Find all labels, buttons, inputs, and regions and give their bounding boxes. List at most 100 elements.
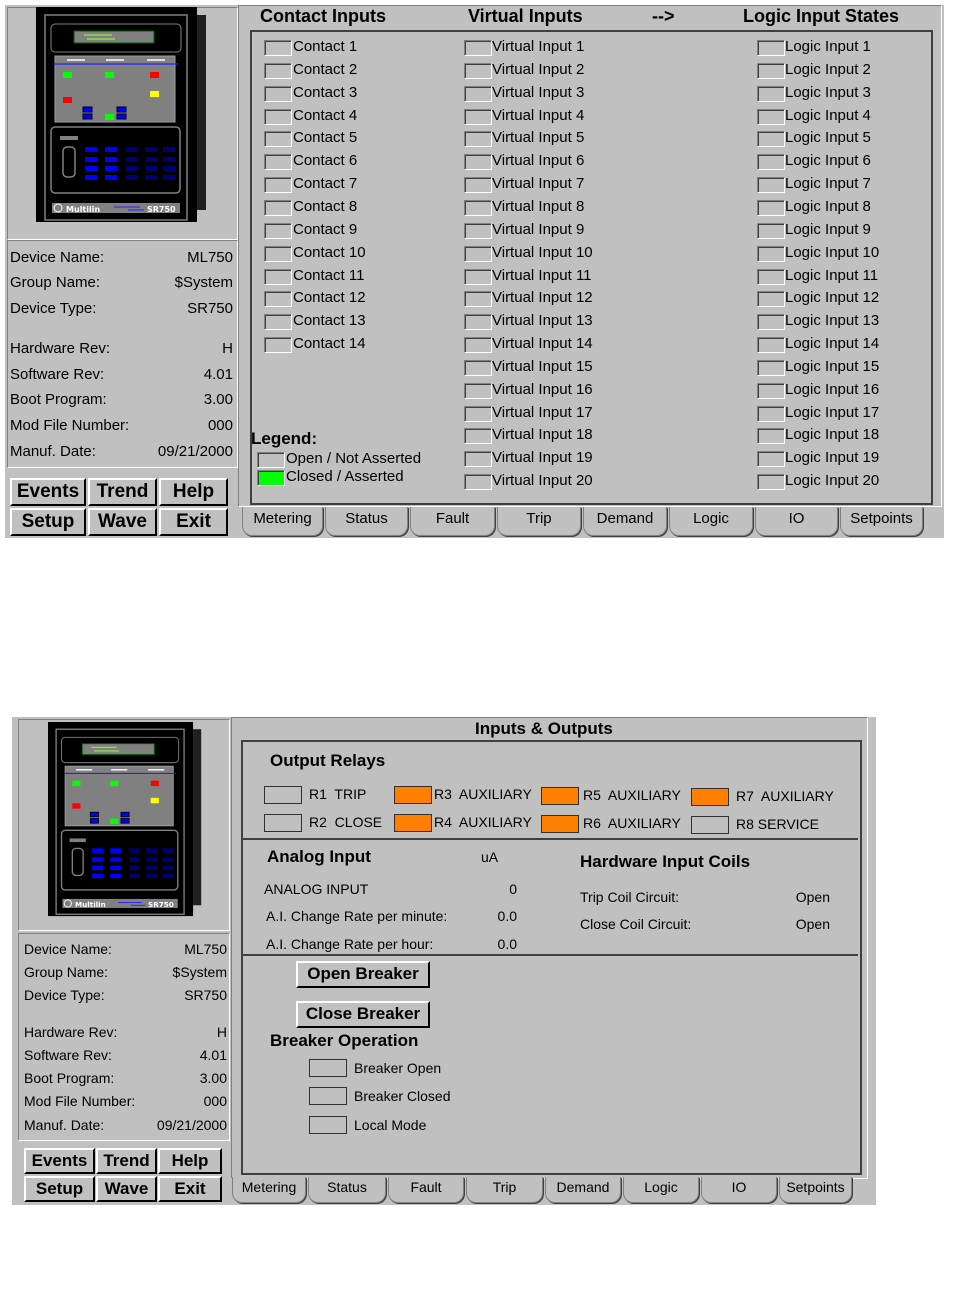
- help-button[interactable]: Help: [159, 478, 228, 506]
- contact-input-label: Contact 7: [293, 175, 358, 192]
- device-info-label: Device Type:: [24, 987, 105, 1003]
- tab-setpoints[interactable]: Setpoints: [840, 507, 923, 536]
- contact-input-indicator: [264, 200, 292, 216]
- svg-text:SR750: SR750: [147, 205, 176, 214]
- relay-indicator: [264, 814, 302, 832]
- contact-input-indicator: [264, 86, 292, 102]
- trend-button[interactable]: Trend: [88, 478, 157, 506]
- device-info-label: Mod File Number:: [24, 1093, 136, 1109]
- contact-input-label: Contact 3: [293, 84, 358, 101]
- contact-input-label: Contact 10: [293, 244, 366, 261]
- logic-input-label: Logic Input 19: [785, 449, 880, 466]
- tab-demand[interactable]: Demand: [583, 507, 667, 536]
- logic-input-indicator: [757, 86, 785, 102]
- device-info-label: Software Rev:: [10, 366, 105, 383]
- device-info-value: 3.00: [203, 391, 233, 408]
- tab-metering[interactable]: Metering: [242, 507, 323, 536]
- wave-button[interactable]: Wave: [88, 508, 157, 536]
- legend-open-swatch: [257, 452, 285, 468]
- logic-input-label: Logic Input 11: [785, 267, 879, 284]
- logic-input-indicator: [757, 131, 785, 147]
- device-info-value: 3.00: [199, 1070, 227, 1086]
- virtual-input-indicator: [464, 109, 492, 125]
- tab-trip[interactable]: Trip: [497, 507, 581, 536]
- contact-input-indicator: [264, 63, 292, 79]
- relay-indicator: [541, 787, 579, 805]
- tab-status[interactable]: Status: [308, 1177, 386, 1203]
- coil-row-value: Open: [795, 916, 830, 932]
- contact-input-indicator: [264, 154, 292, 170]
- logic-input-indicator: [757, 291, 785, 307]
- tab-metering[interactable]: Metering: [232, 1177, 306, 1203]
- exit-button[interactable]: Exit: [158, 1176, 222, 1202]
- device-info-panel: [18, 933, 230, 1141]
- device-info-value: ML750: [187, 249, 233, 266]
- tab-trip[interactable]: Trip: [466, 1177, 543, 1203]
- tab-logic[interactable]: Logic: [669, 507, 753, 536]
- analog-row-value: 0.0: [497, 908, 517, 924]
- trend-button[interactable]: Trend: [96, 1148, 157, 1174]
- contact-input-label: Contact 6: [293, 152, 358, 169]
- relay-indicator: [541, 815, 579, 833]
- logic-input-indicator: [757, 154, 785, 170]
- setup-button[interactable]: Setup: [10, 508, 86, 536]
- device-info-label: Hardware Rev:: [10, 340, 111, 357]
- logic-input-label: Logic Input 20: [785, 472, 880, 489]
- logic-input-indicator: [757, 474, 785, 490]
- coil-row-value: Open: [795, 889, 830, 905]
- tab-logic[interactable]: Logic: [623, 1177, 699, 1203]
- logic-input-indicator: [757, 451, 785, 467]
- logic-input-indicator: [757, 223, 785, 239]
- logic-input-label: Logic Input 10: [785, 244, 880, 261]
- logic-input-indicator: [757, 428, 785, 444]
- virtual-input-label: Virtual Input 2: [492, 61, 585, 78]
- breaker-label: Breaker Closed: [354, 1088, 451, 1104]
- relay-indicator: [691, 788, 729, 806]
- device-info-label: Mod File Number:: [10, 417, 130, 434]
- tab-status[interactable]: Status: [325, 507, 408, 536]
- device-info-label: Manuf. Date:: [24, 1117, 105, 1133]
- help-button[interactable]: Help: [158, 1148, 222, 1174]
- virtual-input-label: Virtual Input 17: [492, 404, 593, 421]
- virtual-input-indicator: [464, 474, 492, 490]
- virtual-input-indicator: [464, 223, 492, 239]
- tab-fault[interactable]: Fault: [388, 1177, 464, 1203]
- close-breaker-button[interactable]: Close Breaker: [296, 1001, 430, 1028]
- tab-setpoints[interactable]: Setpoints: [779, 1177, 852, 1203]
- virtual-input-indicator: [464, 383, 492, 399]
- events-button[interactable]: Events: [10, 478, 86, 506]
- tab-fault[interactable]: Fault: [410, 507, 495, 536]
- virtual-input-label: Virtual Input 7: [492, 175, 585, 192]
- contact-input-label: Contact 14: [293, 335, 366, 352]
- device-info-panel: [7, 240, 238, 468]
- contact-input-indicator: [264, 40, 292, 56]
- open-breaker-button[interactable]: Open Breaker: [296, 961, 430, 988]
- device-info-label: Group Name:: [24, 964, 109, 980]
- virtual-input-label: Virtual Input 5: [492, 129, 585, 146]
- breaker-indicator: [309, 1116, 347, 1134]
- breaker-label: Local Mode: [354, 1117, 427, 1133]
- setup-button[interactable]: Setup: [24, 1176, 95, 1202]
- divider: [243, 954, 858, 956]
- wave-button[interactable]: Wave: [96, 1176, 157, 1202]
- tab-io[interactable]: IO: [701, 1177, 777, 1203]
- device-info-value: 000: [207, 417, 233, 434]
- logic-input-label: Logic Input 15: [785, 358, 880, 375]
- legend-open-label: Open / Not Asserted: [286, 450, 422, 467]
- device-info-label: Boot Program:: [24, 1070, 115, 1086]
- tab-demand[interactable]: Demand: [545, 1177, 621, 1203]
- virtual-input-indicator: [464, 314, 492, 330]
- device-info-label: Device Type:: [10, 300, 97, 317]
- events-button[interactable]: Events: [24, 1148, 95, 1174]
- relay-label: R1 TRIP: [309, 786, 367, 802]
- virtual-input-label: Virtual Input 14: [492, 335, 593, 352]
- logic-input-label: Logic Input 12: [785, 289, 880, 306]
- contact-input-indicator: [264, 314, 292, 330]
- tab-io[interactable]: IO: [755, 507, 838, 536]
- virtual-input-label: Virtual Input 12: [492, 289, 593, 306]
- device-info-value: H: [216, 1024, 227, 1040]
- logic-input-indicator: [757, 40, 785, 56]
- device-info-value: 4.01: [199, 1047, 227, 1063]
- exit-button[interactable]: Exit: [159, 508, 228, 536]
- analog-row-value: 0.0: [497, 936, 517, 952]
